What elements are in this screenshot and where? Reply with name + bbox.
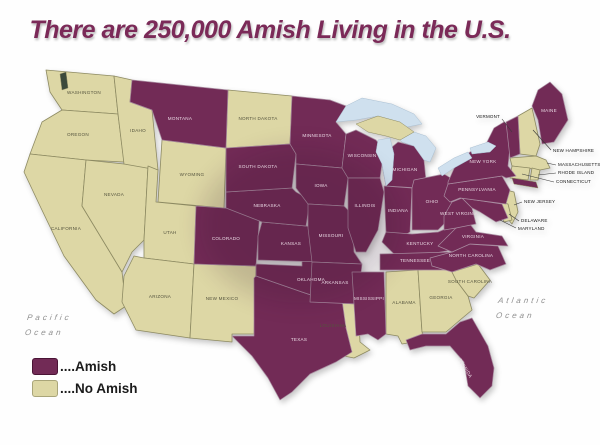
state-label-sc: SOUTH CAROLINA — [448, 279, 493, 284]
atlantic-ocean-line1: Atlantic — [497, 296, 549, 305]
callout-label-ct: CONNECTICUT — [556, 179, 591, 184]
state-label-id: IDAHO — [130, 128, 146, 133]
state-pa — [443, 175, 511, 205]
state-label-in: INDIANA — [388, 208, 409, 213]
state-label-la: LOUISIANA — [320, 323, 347, 328]
legend: ....Amish ....No Amish — [32, 358, 138, 402]
legend-row-amish: ....Amish — [32, 358, 138, 375]
state-md — [461, 197, 509, 223]
callout-line-nj — [513, 201, 523, 206]
callout-label-nh: NEW HAMPSHIRE — [553, 148, 594, 153]
state-label-ga: GEORGIA — [429, 295, 453, 300]
state-label-ca: CALIFORNIA — [51, 226, 82, 231]
state-label-mt: MONTANA — [168, 116, 193, 121]
legend-row-no-amish: ....No Amish — [32, 380, 138, 397]
callout-line-nh — [532, 129, 552, 151]
state-label-sd: SOUTH DAKOTA — [239, 164, 279, 169]
state-label-pa: PENNSYLVANIA — [458, 187, 496, 192]
state-label-wa: WASHINGTON — [67, 90, 101, 95]
callout-label-ma: MASSACHUSETTS — [558, 162, 600, 167]
atlantic-ocean-line2: Ocean — [495, 311, 536, 320]
state-label-nc: NORTH CAROLINA — [449, 253, 494, 258]
great-lake-5 — [469, 141, 497, 155]
legend-swatch-no-amish — [32, 380, 58, 397]
callout-line-ri — [537, 172, 557, 176]
state-label-wi: WISCONSIN — [348, 153, 377, 158]
state-label-ut: UTAH — [163, 230, 176, 235]
state-label-il: ILLINOIS — [355, 203, 376, 208]
callout-line-ct — [521, 173, 555, 183]
state-label-mo: MISSOURI — [319, 233, 344, 238]
great-lake-2 — [375, 137, 395, 187]
state-label-ny: NEW YORK — [470, 159, 498, 164]
callout-line-vt — [501, 118, 513, 133]
state-label-al: ALABAMA — [392, 300, 416, 305]
state-label-mi: MICHIGAN — [393, 167, 418, 172]
great-lake-4 — [437, 151, 473, 177]
state-label-nm: NEW MEXICO — [206, 296, 239, 301]
state-label-ne: NEBRASKA — [253, 203, 281, 208]
callout-line-de — [508, 213, 520, 222]
state-label-oh: OHIO — [426, 199, 439, 204]
callout-label-md: MARYLAND — [518, 226, 545, 231]
callout-line-md — [499, 219, 517, 229]
callout-label-vt: VERMONT — [476, 114, 500, 119]
state-label-va: VIRGINIA — [462, 234, 485, 239]
state-label-co: COLORADO — [212, 236, 240, 241]
legend-label-amish: ....Amish — [60, 359, 117, 374]
state-ms — [351, 271, 387, 341]
state-label-ms: MISSISSIPPI — [354, 296, 384, 301]
great-lake-1 — [335, 97, 423, 129]
state-label-mn: MINNESOTA — [302, 133, 332, 138]
state-label-nd: NORTH DAKOTA — [238, 116, 278, 121]
legend-label-no-amish: ....No Amish — [60, 381, 138, 396]
callout-label-nj: NEW JERSEY — [524, 199, 555, 204]
pacific-ocean-line1: Pacific — [26, 313, 73, 322]
state-label-wy: WYOMING — [180, 172, 205, 177]
state-label-wv: WEST VIRGINIA — [440, 211, 479, 216]
center-shading — [200, 147, 400, 303]
state-label-az: ARIZONA — [149, 294, 172, 299]
callout-label-de: DELAWARE — [521, 218, 548, 223]
state-label-ia: IOWA — [314, 183, 328, 188]
great-lake-3 — [399, 131, 437, 163]
state-mt — [129, 79, 229, 149]
state-label-or: OREGON — [67, 132, 89, 137]
state-fl — [405, 317, 495, 399]
atlantic-ocean-label: Atlantic Ocean — [495, 293, 549, 323]
pacific-ocean-line2: Ocean — [24, 328, 65, 337]
michigan-upper-peninsula — [355, 115, 415, 141]
state-label-nv: NEVADA — [104, 192, 125, 197]
legend-swatch-amish — [32, 358, 58, 375]
state-label-tx: TEXAS — [291, 337, 307, 342]
state-me — [531, 81, 569, 145]
page-title: There are 250,000 Amish Living in the U.… — [29, 16, 511, 44]
state-label-tn: TENNESSEE — [400, 258, 430, 263]
puget-sound — [59, 71, 69, 91]
state-label-me: MAINE — [541, 108, 557, 113]
callout-line-ma — [546, 162, 557, 166]
state-vt — [505, 115, 521, 159]
callout-label-ri: RHODE ISLAND — [558, 170, 595, 175]
state-label-ks: KANSAS — [281, 241, 301, 246]
state-label-ky: KENTUCKY — [406, 241, 433, 246]
pacific-ocean-label: Pacific Ocean — [24, 310, 73, 340]
long-island — [511, 177, 539, 189]
state-label-ok: OKLAHOMA — [297, 277, 326, 282]
state-label-ar: ARKANSAS — [321, 280, 348, 285]
